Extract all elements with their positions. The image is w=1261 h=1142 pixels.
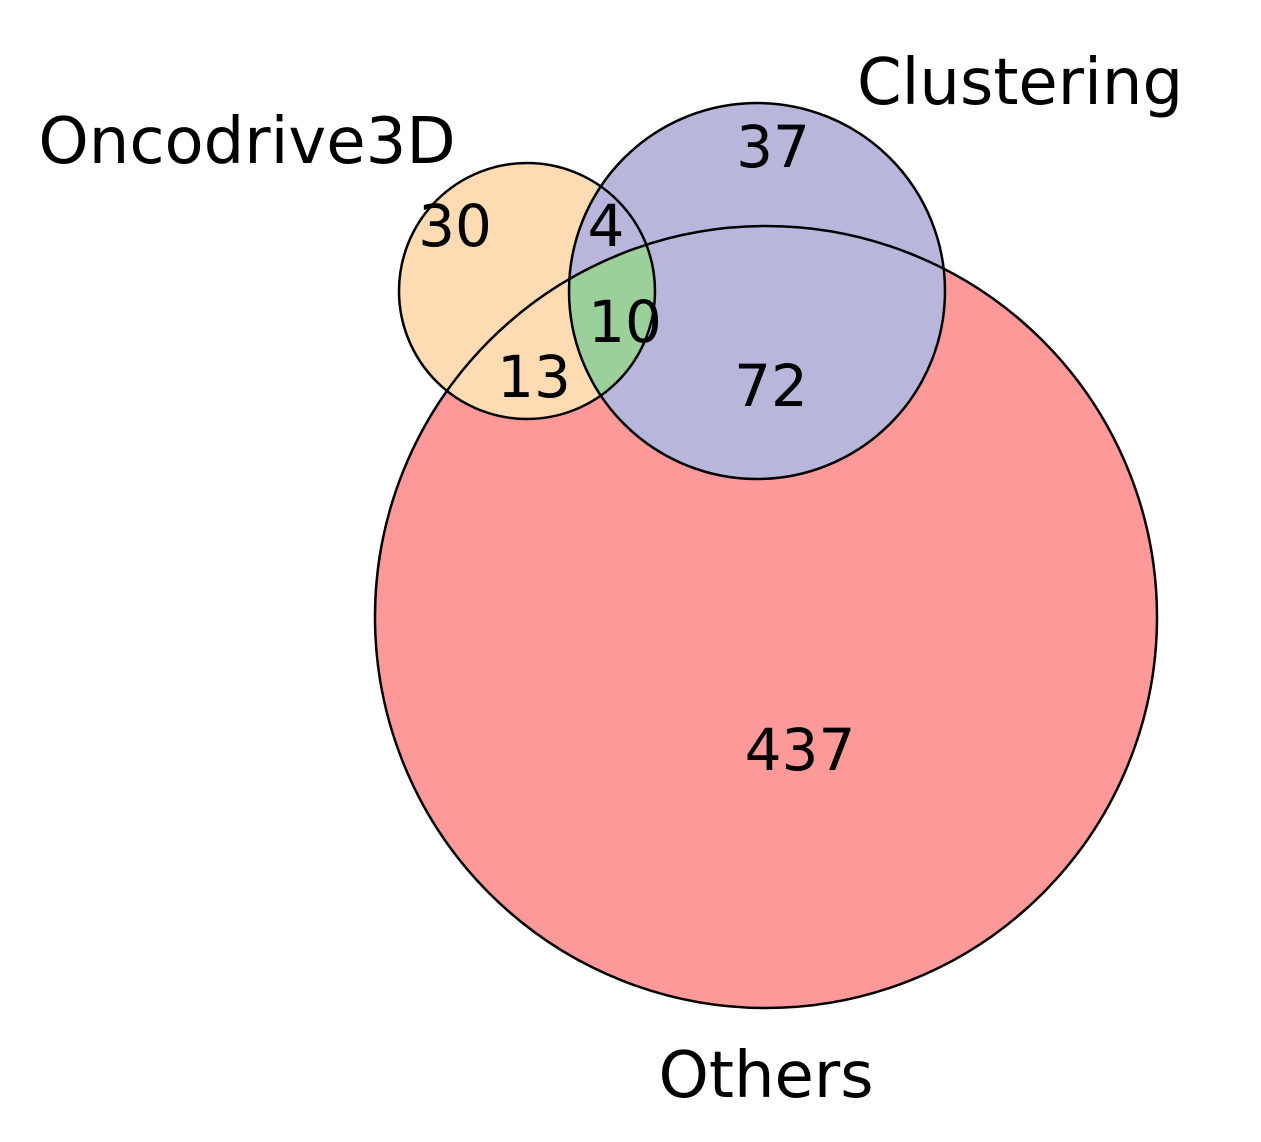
clustering-set-fill (569, 103, 945, 479)
oncodrive3d-set-label: Oncodrive3D (38, 105, 455, 179)
oncodrive3d-clustering-count: 4 (588, 192, 625, 260)
oncodrive3d-set-outline (397, 161, 657, 421)
clustering-set-label: Clustering (857, 46, 1183, 120)
others-set-outline (373, 224, 1159, 1010)
set-outlines (373, 101, 1159, 1010)
others-set-fill (375, 226, 1157, 1008)
oncodrive3d-only-count: 30 (418, 192, 492, 260)
clustering-set-outline (567, 101, 947, 481)
clustering-only-count: 37 (736, 113, 810, 181)
others-set-label: Others (658, 1039, 873, 1113)
clustering-others-count: 72 (734, 352, 808, 420)
oncodrive3d-others-count: 13 (497, 343, 571, 411)
all-three-count: 10 (588, 288, 662, 356)
region-fills (375, 103, 1157, 1008)
others-only-count: 437 (745, 716, 856, 784)
